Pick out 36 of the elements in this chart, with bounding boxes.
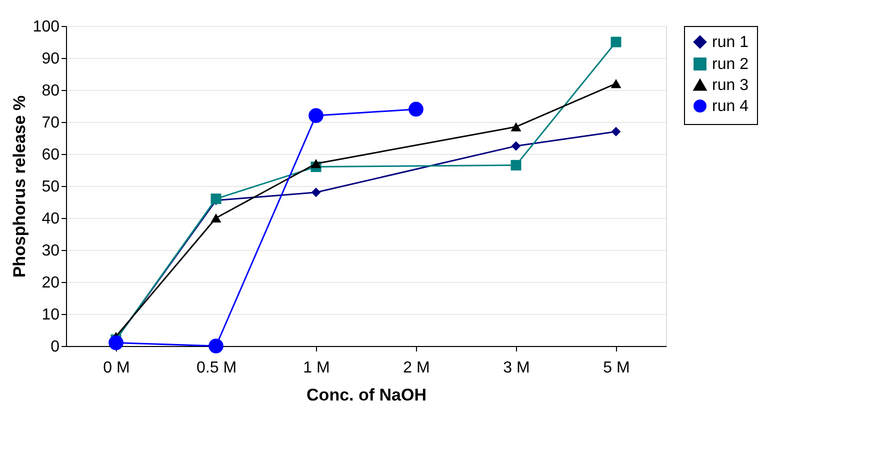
y-tick-label: 0 bbox=[50, 338, 60, 356]
legend-label: run 2 bbox=[712, 56, 749, 73]
y-tick-label: 40 bbox=[42, 210, 60, 228]
x-tick-label: 3 M bbox=[503, 360, 530, 376]
x-axis-title: Conc. of NaOH bbox=[306, 386, 426, 404]
point bbox=[610, 79, 622, 88]
point bbox=[408, 102, 424, 117]
point bbox=[208, 338, 224, 354]
x-tick-label: 0 M bbox=[103, 360, 130, 376]
point bbox=[610, 36, 622, 48]
y-tick-label: 70 bbox=[42, 114, 60, 132]
y-tick-label: 20 bbox=[42, 274, 60, 292]
y-tick-label: 30 bbox=[42, 242, 60, 260]
y-tick-label: 80 bbox=[42, 82, 60, 100]
legend-label: run 3 bbox=[712, 77, 749, 94]
y-tick-label: 100 bbox=[32, 18, 60, 36]
x-tick-label: 1 M bbox=[303, 360, 330, 376]
y-axis-title: Phosphorus release % bbox=[10, 95, 29, 278]
legend-label: run 1 bbox=[712, 34, 749, 51]
legend-label: run 4 bbox=[712, 98, 749, 115]
x-tick-label: 0.5 M bbox=[196, 360, 237, 376]
point bbox=[511, 141, 521, 151]
point bbox=[210, 213, 222, 223]
x-tick-label: 2 M bbox=[403, 360, 430, 376]
x-tick-label: 5 M bbox=[603, 360, 630, 376]
y-tick-label: 60 bbox=[42, 146, 60, 164]
point bbox=[510, 122, 522, 132]
point bbox=[611, 126, 621, 136]
point bbox=[311, 188, 321, 198]
y-tick-label: 90 bbox=[42, 50, 60, 68]
point bbox=[510, 160, 522, 170]
y-tick-label: 10 bbox=[42, 306, 60, 324]
y-tick-label: 50 bbox=[42, 178, 60, 196]
point bbox=[310, 159, 322, 168]
point bbox=[108, 335, 124, 350]
point bbox=[308, 108, 324, 123]
